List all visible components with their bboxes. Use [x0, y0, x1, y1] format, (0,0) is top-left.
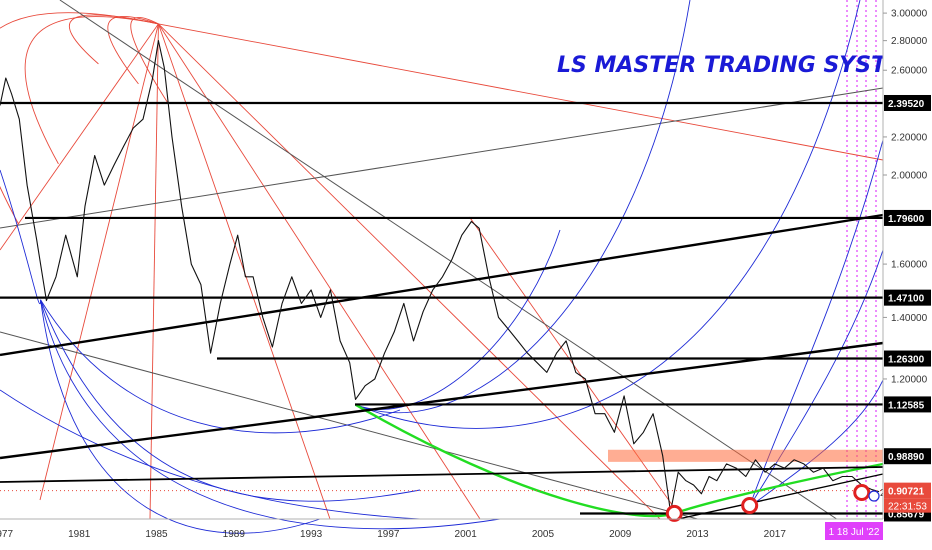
level-badge-bg	[884, 289, 931, 306]
grid-layer	[846, 0, 877, 519]
fan-red-arc-1	[107, 15, 159, 85]
y-tick-label: 1.60000	[891, 260, 928, 271]
price-layer	[0, 40, 883, 513]
level-badge: 1.26300	[884, 350, 931, 367]
y-tick-label: 1.20000	[891, 374, 928, 385]
blue-arc-0	[40, 299, 421, 502]
fan-red-line-6	[158, 23, 884, 161]
event-marker-icon	[868, 490, 880, 502]
level-badge: 1.12585	[884, 396, 931, 413]
countdown-badge-bg	[884, 498, 931, 513]
blue-arc-4	[0, 169, 42, 305]
level-badge-text: 0.98890	[888, 452, 925, 463]
x-tick-label: 2001	[455, 529, 478, 540]
y-tick-label: 2.60000	[891, 66, 928, 77]
price-line	[0, 40, 880, 513]
blue-arc-9	[749, 249, 884, 507]
fan-red-line-4	[158, 23, 481, 520]
fan-red-arc-3	[24, 16, 159, 165]
cursor-date-badge-text: 1 18 Jul '22	[829, 527, 880, 538]
level-badge-bg	[884, 209, 931, 226]
trend-channel-bottom	[0, 466, 884, 483]
level-badge-text: 1.47100	[888, 294, 925, 305]
x-tick-label: 1981	[68, 529, 91, 540]
blue-arc-1	[40, 299, 501, 530]
fan-red-line-0	[0, 23, 159, 251]
diagonal-gray-0	[59, 0, 837, 520]
level-badge-bg	[884, 448, 931, 465]
fan-red-arc-4	[0, 12, 159, 225]
axis-layer: 1977 1981 1985 1989 1993 1997 2001 2005 2009 2013…	[0, 9, 931, 540]
fan-red-arc-2	[130, 17, 169, 105]
x-tick-label: 2013	[686, 529, 709, 540]
level-badge: 0.98890	[884, 448, 931, 465]
x-tick-label: 2017	[764, 529, 787, 540]
x-tick-label: 2009	[609, 529, 632, 540]
x-tick-label: 1977	[0, 529, 13, 540]
x-tick-label: 1989	[223, 529, 246, 540]
level-badge-bg	[884, 350, 931, 367]
low-marker-2	[853, 483, 871, 501]
blue-arc-11	[0, 389, 421, 520]
cursor-date-badge: 1 18 Jul '22	[825, 522, 883, 540]
trend-channel-lower	[0, 341, 884, 460]
price-axis-panel	[883, 0, 932, 550]
current-price-badge: 0.90721	[884, 482, 931, 499]
chart-title: LS MASTER TRADING SYSTEM	[557, 53, 923, 78]
level-badge-bg	[884, 396, 931, 413]
level-badge: 2.39520	[884, 94, 931, 111]
countdown-badge-text: 22:31:53	[888, 502, 927, 513]
diagonal-gray-2	[0, 87, 884, 229]
level-badge-text: 0.85679	[888, 509, 925, 520]
level-badge-text: 2.39520	[888, 99, 925, 110]
level-badge-text: 1.26300	[888, 355, 925, 366]
fan-red-line-2001	[469, 216, 683, 520]
y-tick-label: 2.20000	[891, 132, 928, 143]
current-price-badge-text: 0.90721	[888, 487, 925, 498]
blue-arc-7	[355, 0, 861, 429]
drawing-layer	[0, 0, 884, 534]
y-tick-label: 1.40000	[891, 313, 928, 324]
level-badge-text: 1.79600	[888, 214, 925, 225]
y-tick-label: 3.00000	[891, 9, 928, 20]
cursor-date-badge-bg	[825, 522, 883, 540]
blue-arc-8	[749, 379, 884, 507]
x-tick-label: 1993	[300, 529, 323, 540]
diagonal-gray-1	[0, 331, 698, 520]
y-tick-label: 2.80000	[891, 36, 928, 47]
x-tick-label: 1997	[377, 529, 400, 540]
low-marker-1	[741, 497, 759, 515]
blue-arc-6	[355, 0, 691, 414]
trend-channel-upper	[0, 213, 884, 357]
resistance-zone	[608, 449, 883, 462]
level-badge-text: 1.12585	[888, 400, 925, 411]
low-marker-0	[665, 504, 683, 522]
x-tick-label: 2005	[532, 529, 555, 540]
x-tick-label: 1985	[145, 529, 168, 540]
current-price-badge-bg	[884, 482, 931, 499]
fan-red-line-5	[158, 23, 661, 520]
level-badge: 1.47100	[884, 289, 931, 306]
level-badge-bg	[884, 94, 931, 111]
level-badge: 1.79600	[884, 209, 931, 226]
trend-channel-low	[678, 473, 884, 520]
blue-arc-3	[40, 299, 401, 434]
blue-arc-2	[40, 299, 321, 534]
y-tick-label: 2.00000	[891, 170, 928, 181]
countdown-badge: 22:31:53	[884, 498, 931, 513]
fan-red-line-2	[149, 23, 159, 520]
